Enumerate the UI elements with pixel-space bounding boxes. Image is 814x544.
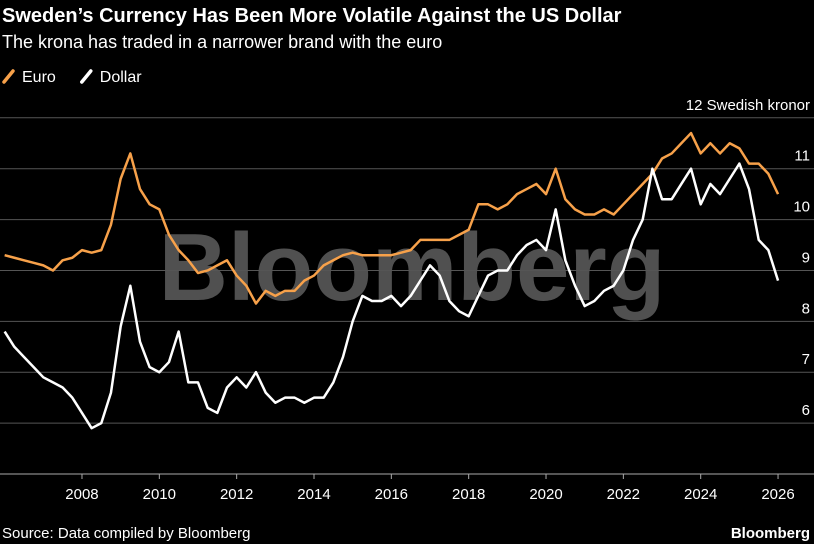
x-tick-label: 2008 (65, 486, 98, 503)
watermark: Bloomberg (159, 214, 666, 321)
x-tick-label: 2026 (761, 486, 794, 503)
x-tick-label: 2018 (452, 486, 485, 503)
x-tick-label: 2014 (297, 486, 330, 503)
y-tick-label: 12 Swedish kronor (686, 97, 810, 114)
x-tick-label: 2024 (684, 486, 717, 503)
series-line (4, 131, 780, 305)
y-tick-label: 7 (802, 351, 810, 368)
x-tick-label: 2012 (220, 486, 253, 503)
y-tick-label: 8 (802, 300, 810, 317)
source: Source: Data compiled by Bloomberg (2, 525, 250, 542)
y-tick-label: 9 (802, 249, 810, 266)
legend-label: Dollar (100, 69, 142, 86)
x-tick-label: 2022 (607, 486, 640, 503)
legend-swatch (80, 69, 93, 84)
chart-subtitle: The krona has traded in a narrower brand… (2, 32, 442, 52)
y-tick-label: 10 (793, 199, 810, 216)
series-line (3, 162, 780, 430)
legend-swatch (2, 69, 15, 84)
legend-label: Euro (22, 69, 56, 86)
logo: Bloomberg (731, 525, 810, 542)
x-tick-label: 2020 (529, 486, 562, 503)
y-tick-label: 11 (794, 148, 810, 165)
x-tick-label: 2010 (143, 486, 176, 503)
chart-title: Sweden’s Currency Has Been More Volatile… (2, 5, 622, 27)
y-tick-label: 6 (802, 402, 810, 419)
x-tick-label: 2016 (375, 486, 408, 503)
